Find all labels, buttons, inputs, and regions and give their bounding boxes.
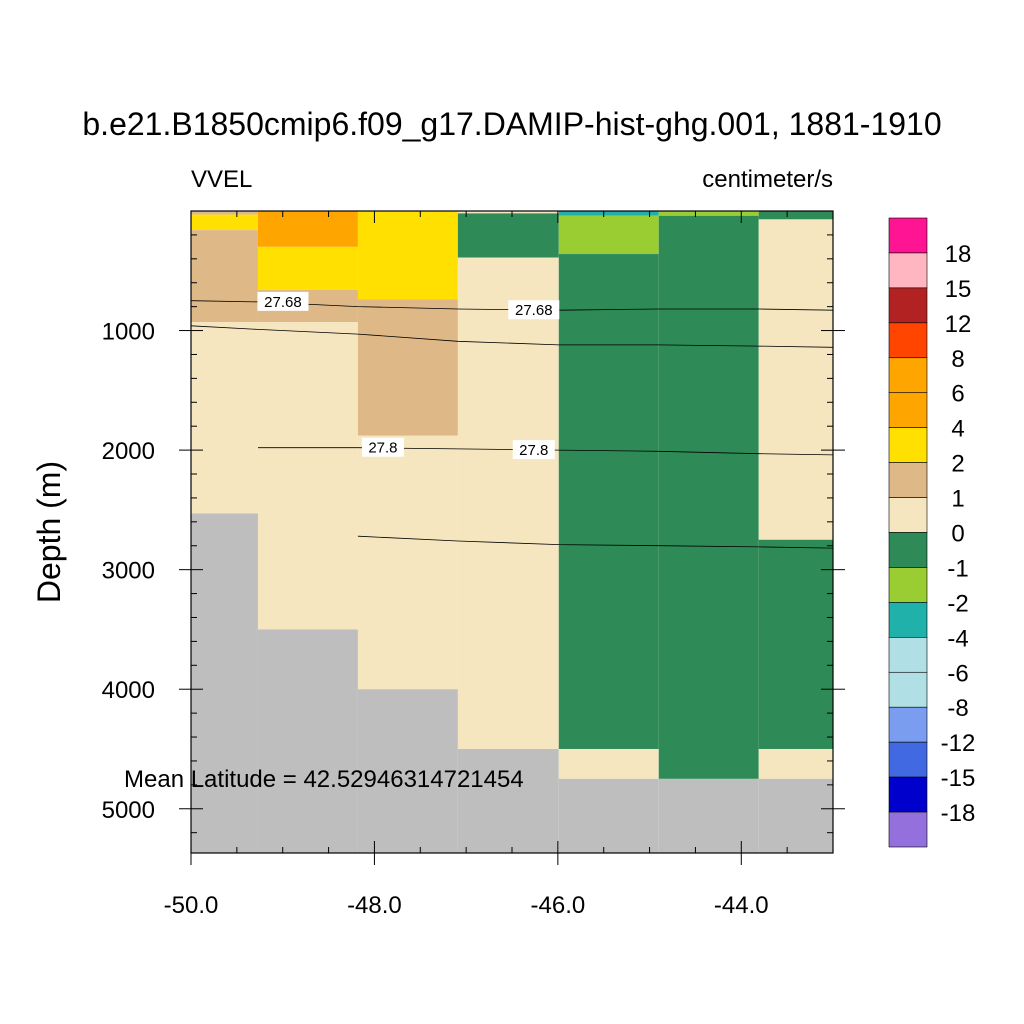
heatmap-cell-19 [558, 215, 659, 255]
units-label: centimeter/s [702, 166, 833, 193]
heatmap-cell-10 [357, 211, 458, 300]
colorbar-box-15 [888, 741, 928, 778]
contour-label: 27.68 [264, 294, 302, 311]
colorbar-box-9 [888, 532, 928, 568]
colorbar-label: -12 [941, 730, 976, 757]
contour-label-bg [361, 437, 404, 457]
heatmap-cell-3 [191, 322, 258, 514]
colorbar-label: 12 [945, 311, 972, 338]
heatmap-cell-23 [658, 211, 759, 216]
heatmap-cell-18 [558, 211, 659, 216]
contour-lines: 27.68 27.68 27.8 27.8 [190, 291, 834, 549]
heatmap-cell-25 [658, 778, 759, 853]
heatmap-cell-27 [758, 219, 833, 540]
colorbar-box-17 [888, 811, 928, 848]
mean-latitude-annotation: Mean Latitude = 42.52946314721454 [124, 766, 524, 793]
heatmap-cell-16 [457, 257, 559, 749]
colorbar-label: 0 [951, 521, 964, 548]
heatmap-cell-11 [357, 299, 458, 436]
heatmap-cell-1 [191, 214, 258, 231]
heatmap-cell-6 [257, 246, 358, 290]
heatmap-cell-15 [457, 213, 559, 258]
heatmap-cell-5 [257, 211, 358, 247]
contour-label-bg [512, 440, 555, 460]
chart-title: b.e21.B1850cmip6.f09_g17.DAMIP-hist-ghg.… [82, 106, 942, 142]
y-tick-label: 2000 [102, 438, 155, 465]
heatmap-cell-2 [191, 230, 258, 323]
contour-line-2 [258, 447, 834, 456]
x-tick-label: -44.0 [714, 892, 769, 919]
colorbar-label: -18 [941, 800, 976, 827]
heatmap-cell-24 [658, 215, 759, 779]
colorbar-label: 6 [951, 381, 964, 408]
heatmap-cell-14 [457, 211, 559, 214]
y-tick-label: 3000 [102, 558, 155, 585]
colorbar-box-14 [888, 706, 928, 743]
x-tick-label: -48.0 [347, 892, 402, 919]
heatmap-cell-20 [558, 254, 659, 749]
colorbar-label: -8 [947, 695, 968, 722]
colorbar-box-13 [888, 671, 928, 708]
contour-line-3 [357, 535, 834, 549]
colorbar-box-11 [888, 602, 928, 638]
colorbar-label: 15 [945, 276, 972, 303]
heatmap-cell-8 [257, 322, 358, 630]
y-tick-label: 5000 [102, 797, 155, 824]
x-tick-label: -46.0 [531, 892, 586, 919]
heatmap-cell-21 [558, 748, 659, 779]
contour-line-1 [190, 325, 834, 348]
colorbar-box-10 [888, 567, 928, 603]
colorbar-label: 4 [951, 416, 964, 443]
colorbar-label: -15 [941, 765, 976, 792]
contour-label: 27.8 [519, 442, 548, 459]
heatmap-cell-28 [758, 539, 833, 749]
heatmap-cells [191, 211, 833, 853]
x-tick-label: -50.0 [164, 892, 219, 919]
heatmap-cell-0 [191, 211, 258, 215]
heatmap-cell-13 [357, 689, 458, 853]
colorbar-box-6 [888, 427, 928, 463]
colorbar-label: 18 [945, 241, 972, 268]
colorbar-box-4 [888, 357, 928, 394]
colorbar-label: 8 [951, 346, 964, 373]
heatmap-cell-30 [758, 778, 833, 853]
heatmap-cell-17 [457, 748, 559, 853]
colorbar-box-16 [888, 776, 928, 813]
heatmap-cell-4 [191, 513, 258, 853]
colorbar-label: 1 [951, 486, 964, 513]
colorbar: 18 15 12 8 6 4 2 1 0 -1 -2 -4 -6 -8 -12 -15 -18 [888, 217, 976, 848]
colorbar-box-3 [888, 322, 928, 359]
contour-label: 27.68 [515, 302, 553, 319]
heatmap-cell-12 [357, 435, 458, 690]
heatmap-cell-22 [558, 778, 659, 853]
heatmap-cell-26 [758, 211, 833, 220]
colorbar-label: -6 [947, 660, 968, 687]
heatmap-cell-29 [758, 748, 833, 779]
colorbar-box-5 [888, 392, 928, 428]
y-axis: 1000 2000 3000 4000 5000 [102, 210, 845, 834]
y-tick-label: 4000 [102, 677, 155, 704]
colorbar-label: -2 [947, 590, 968, 617]
colorbar-label: -1 [947, 555, 968, 582]
colorbar-box-0 [888, 217, 928, 254]
colorbar-box-1 [888, 252, 928, 289]
contour-label-bg [257, 291, 309, 311]
contour-label-bg [508, 300, 560, 320]
colorbar-box-12 [888, 637, 928, 673]
contour-label: 27.8 [368, 440, 397, 457]
colorbar-label: 2 [951, 451, 964, 478]
colorbar-box-7 [888, 462, 928, 498]
x-axis: -50.0 -48.0 -46.0 -44.0 [164, 211, 834, 919]
variable-label: VVEL [191, 166, 253, 193]
colorbar-box-2 [888, 287, 928, 324]
colorbar-box-8 [888, 497, 928, 533]
y-tick-label: 1000 [102, 319, 155, 346]
colorbar-label: -4 [947, 625, 968, 652]
heatmap-cell-9 [257, 629, 358, 853]
y-axis-label: Depth (m) [31, 461, 67, 603]
